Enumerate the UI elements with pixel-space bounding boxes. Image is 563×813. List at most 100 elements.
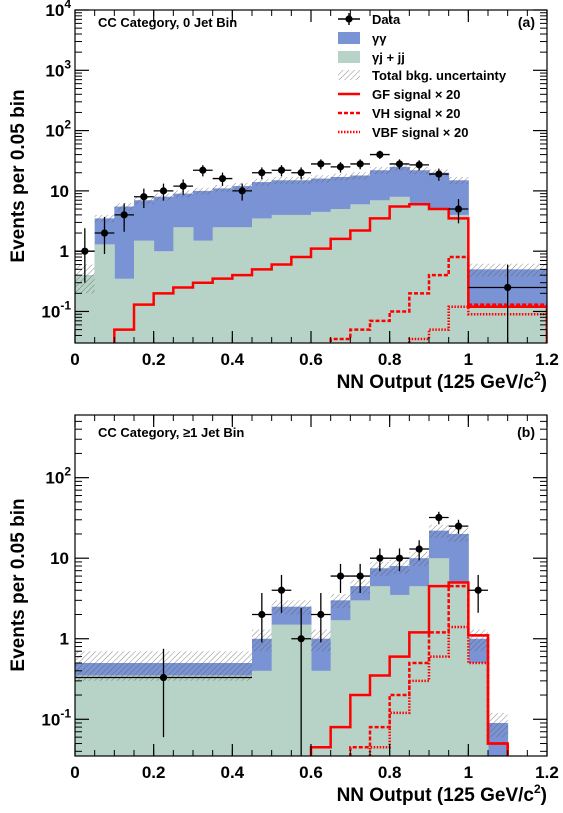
legend-vh: VH signal × 20: [338, 106, 461, 121]
y-tick-label: 103: [45, 57, 71, 80]
data-point: [75, 648, 252, 738]
x-tick-label: 0.4: [221, 763, 245, 782]
data-marker: [218, 174, 227, 183]
y-tick-label: 102: [45, 465, 71, 488]
panel-b-panel-label: (b): [517, 424, 535, 440]
x-tick-label: 0.4: [221, 350, 245, 369]
bar-gj: [389, 196, 410, 343]
data-marker: [415, 161, 423, 169]
data-marker: [277, 166, 286, 174]
data-marker: [395, 554, 404, 562]
panel-a: 0 0.2 0.4 0.6 0.8 1 1.2 10-1 1 10 102 103 104 Events…: [8, 0, 559, 393]
data-point: [409, 160, 429, 171]
data-point: [370, 150, 390, 159]
bar-gj: [252, 218, 273, 343]
y-tick-label: 1: [60, 630, 69, 649]
data-marker: [140, 193, 148, 201]
uncertainty-band: [468, 629, 488, 652]
data-marker: [120, 211, 128, 219]
bar-gj: [114, 278, 135, 343]
uncertainty-band: [429, 524, 449, 538]
data-marker: [317, 610, 325, 619]
bar-gj: [448, 214, 469, 343]
svg-text:VH signal × 20: VH signal × 20: [372, 106, 461, 121]
data-point: [311, 159, 331, 170]
bar-gj: [429, 558, 450, 756]
panel-a-plot-area: [75, 150, 547, 343]
data-marker: [238, 187, 246, 195]
legend-gj: γj + jj: [338, 50, 405, 65]
data-point: [389, 548, 410, 572]
svg-text:VBF signal × 20: VBF signal × 20: [372, 125, 468, 140]
bar-gj: [271, 214, 292, 343]
data-marker: [435, 513, 443, 522]
bar-gj: [448, 582, 469, 756]
y-tick-label: 10: [50, 549, 69, 568]
bar-gj: [291, 214, 312, 343]
x-tick-label: 1: [464, 763, 473, 782]
data-marker: [159, 187, 168, 195]
y-tick-label: 10-1: [41, 298, 71, 321]
data-point: [94, 216, 115, 254]
bar-gj: [271, 624, 292, 756]
data-point: [468, 574, 488, 613]
legend-gf: GF signal × 20: [338, 87, 461, 102]
data-marker: [454, 205, 463, 213]
legend-uncertainty: Total bkg. uncertainty: [338, 68, 507, 83]
bar-gj: [350, 600, 371, 756]
uncertainty-band: [448, 527, 469, 542]
data-point: [311, 592, 331, 643]
uncertainty-band: [409, 166, 429, 175]
bar-gj: [330, 620, 351, 756]
data-marker: [277, 586, 286, 594]
panel-a-xlabel: NN Output (125 GeV/c2): [337, 369, 547, 393]
data-point: [114, 203, 134, 232]
legend-gg: γγ: [338, 31, 387, 46]
bar-gj: [311, 211, 332, 343]
data-point: [370, 548, 390, 572]
uncertainty-band: [488, 712, 508, 738]
data-point: [252, 167, 272, 180]
bar-gj: [370, 586, 391, 756]
data-marker: [376, 150, 384, 159]
data-point: [134, 188, 154, 209]
uncertainty-band: [330, 173, 351, 181]
uncertainty-band: [370, 166, 390, 175]
svg-text:Data: Data: [372, 12, 401, 27]
uncertainty-band: [350, 172, 370, 180]
data-point: [350, 563, 370, 593]
x-tick-label: 1: [464, 350, 473, 369]
panel-b-xlabel: NN Output (125 GeV/c2): [337, 782, 547, 806]
data-point: [212, 172, 233, 186]
data-point: [448, 199, 469, 224]
y-tick-label: 1: [60, 242, 69, 261]
bar-gj: [232, 227, 253, 343]
bar-gj: [153, 251, 174, 343]
data-point: [448, 519, 469, 534]
data-marker: [336, 163, 345, 171]
uncertainty-band: [448, 176, 469, 185]
y-tick-label: 102: [45, 118, 71, 141]
bar-gj: [370, 200, 391, 343]
bar-gj: [429, 209, 450, 343]
data-marker: [297, 169, 305, 177]
x-tick-label: 0.2: [142, 763, 166, 782]
data-point: [153, 183, 174, 201]
data-marker: [159, 673, 168, 682]
data-marker: [504, 283, 512, 292]
data-point: [291, 167, 311, 180]
panel-b: 0 0.2 0.4 0.6 0.8 1 1.2 10-1 1 10 102 Events per 0…: [8, 414, 559, 806]
data-marker: [317, 160, 325, 168]
y-tick-label: 104: [45, 0, 71, 20]
bar-gj: [409, 586, 430, 756]
data-marker: [356, 160, 364, 168]
x-tick-label: 0: [70, 763, 79, 782]
panel-a-ylabel: Events per 0.05 bin: [8, 89, 29, 262]
data-marker: [199, 166, 207, 174]
uncertainty-band: [330, 593, 351, 609]
bar-gj: [330, 209, 351, 343]
x-tick-label: 0.8: [378, 763, 402, 782]
svg-text:GF signal × 20: GF signal × 20: [372, 87, 461, 102]
bar-gj: [311, 670, 332, 756]
data-point: [271, 165, 292, 177]
